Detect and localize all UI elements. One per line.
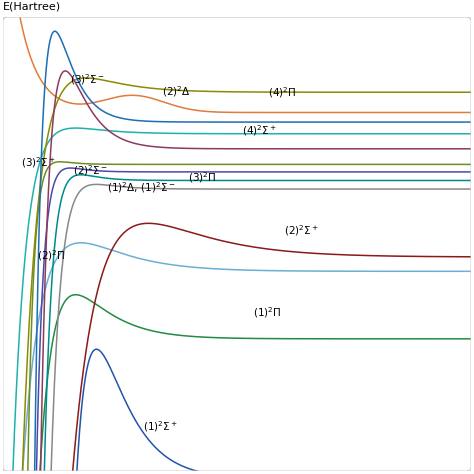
Text: $(1)^2\Delta$, $(1)^2\Sigma^-$: $(1)^2\Delta$, $(1)^2\Sigma^-$ [107,180,175,195]
Text: $(2)^2\Sigma^-$: $(2)^2\Sigma^-$ [73,164,108,178]
Text: $(2)^2\Pi$: $(2)^2\Pi$ [36,248,65,263]
Text: $(4)^2\Pi$: $(4)^2\Pi$ [268,85,297,100]
Text: $(1)^2\Sigma^+$: $(1)^2\Sigma^+$ [143,419,178,435]
Text: $(2)^2\Sigma^+$: $(2)^2\Sigma^+$ [284,223,319,238]
Text: $(4)^2\Sigma^+$: $(4)^2\Sigma^+$ [242,123,277,138]
Text: E(Hartree): E(Hartree) [3,2,61,12]
Text: $(1)^2\Pi$: $(1)^2\Pi$ [253,305,281,320]
Text: $(3)^2\Sigma^-$: $(3)^2\Sigma^-$ [71,72,106,87]
Text: $(3)^2\Sigma^+$: $(3)^2\Sigma^+$ [21,155,56,171]
Text: $(3)^2\Pi$: $(3)^2\Pi$ [188,171,216,185]
Text: $(2)^2\Delta$: $(2)^2\Delta$ [162,84,190,99]
